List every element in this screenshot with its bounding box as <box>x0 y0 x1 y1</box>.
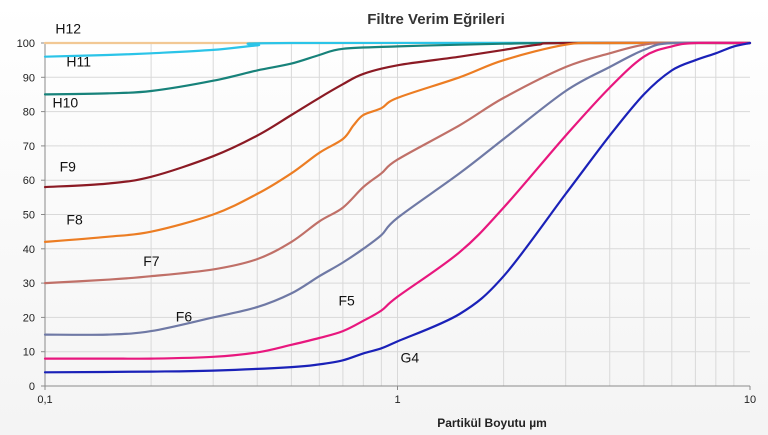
y-tick-label: 100 <box>17 38 35 50</box>
y-tick-label: 50 <box>23 210 35 222</box>
series-line-h10 <box>43 41 752 96</box>
series-line-f9 <box>43 41 752 189</box>
series-label-f6: F6 <box>176 309 193 325</box>
series-line-f5 <box>43 41 752 360</box>
series-group <box>43 41 752 374</box>
series-label-f9: F9 <box>60 159 77 175</box>
y-tick-label: 20 <box>23 312 35 324</box>
y-tick-label: 40 <box>23 244 35 256</box>
x-tick-label: 10 <box>744 394 756 406</box>
y-tick-label: 80 <box>23 107 35 119</box>
series-labels: H12 H11 H10 F9 F8 F7 F6 F5 G4 <box>52 21 419 366</box>
x-tick-label: 0,1 <box>37 394 52 406</box>
series-label-h10: H10 <box>52 94 78 110</box>
series-line-f8 <box>43 41 752 243</box>
y-tick-label: 90 <box>23 72 35 84</box>
grid <box>45 42 750 386</box>
axes: 0 10 20 30 40 50 60 70 80 90 100 0,1 1 10 <box>17 38 756 406</box>
y-tick-label: 0 <box>29 381 35 393</box>
series-label-f8: F8 <box>66 211 83 227</box>
series-label-f5: F5 <box>338 293 355 309</box>
series-line-f7 <box>43 41 752 285</box>
y-tick-label: 30 <box>23 278 35 290</box>
x-axis-label: Partikül Boyutu µm <box>437 416 547 430</box>
x-tick-label: 1 <box>394 394 400 406</box>
y-tick-label: 70 <box>23 141 35 153</box>
y-tick-label: 60 <box>23 175 35 187</box>
y-tick-label: 10 <box>23 347 35 359</box>
series-line-g4 <box>43 41 752 374</box>
series-label-h11: H11 <box>66 53 91 69</box>
series-label-h12: H12 <box>55 21 81 37</box>
chart-title: Filtre Verim Eğrileri <box>367 11 505 28</box>
series-line-f6 <box>43 41 752 336</box>
series-label-f7: F7 <box>143 253 160 269</box>
series-label-g4: G4 <box>401 349 420 365</box>
